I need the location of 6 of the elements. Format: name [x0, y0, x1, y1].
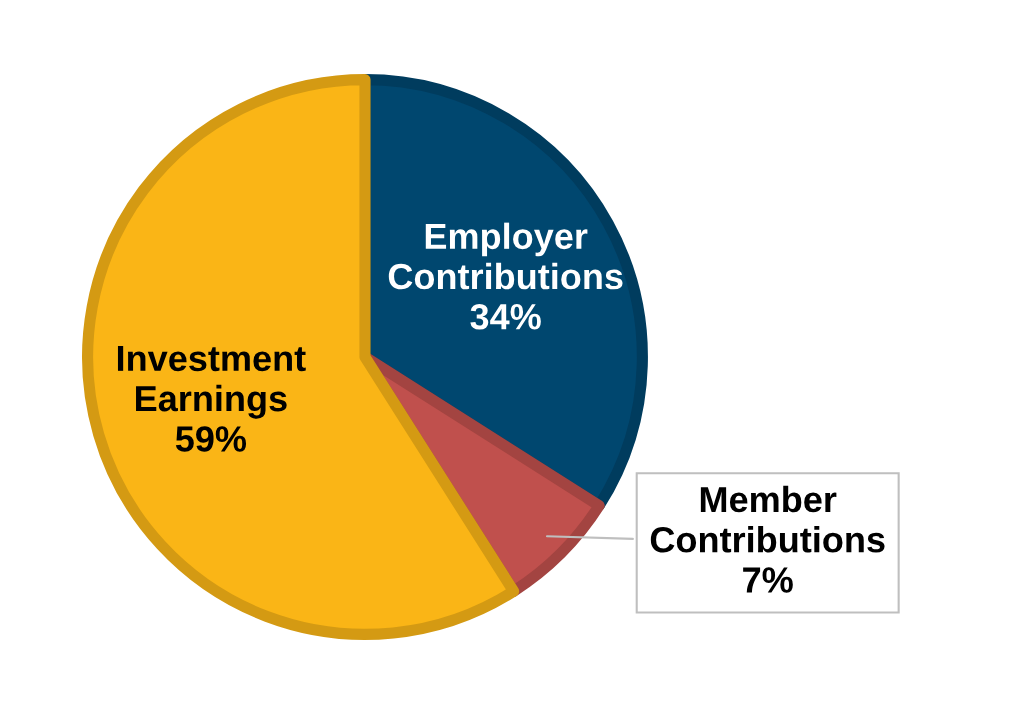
- slice-label: Employer Contributions: [388, 222, 623, 290]
- slice-label: Investment Earnings: [117, 345, 306, 419]
- data-label: 34%: [470, 304, 541, 330]
- data-label: 59%: [175, 426, 247, 452]
- data-label: 7%: [743, 567, 793, 593]
- slice-label: Member Contributions: [650, 485, 885, 553]
